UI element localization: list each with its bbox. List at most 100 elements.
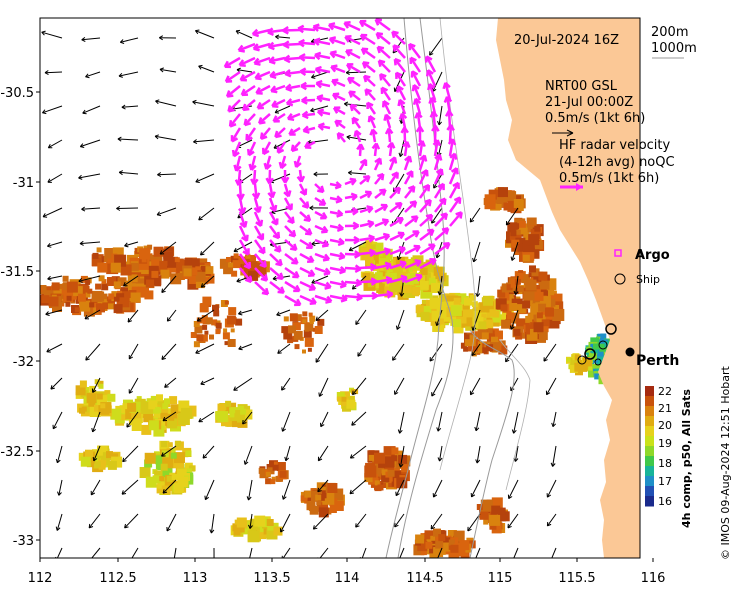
sst-pixel	[98, 256, 105, 263]
sst-pixel	[116, 293, 125, 302]
sst-pixel	[472, 317, 484, 329]
sst-pixel	[94, 461, 101, 468]
perth-marker	[625, 347, 635, 357]
sst-pixel	[480, 499, 493, 512]
current-arrow-head	[154, 134, 159, 140]
current-arrow-head	[394, 390, 399, 395]
radar-arrow	[284, 253, 299, 265]
sst-pixel	[362, 272, 371, 281]
sst-pixel	[213, 310, 220, 317]
current-arrow	[429, 37, 443, 56]
radar-arrow	[444, 82, 452, 101]
sst-pixel	[588, 368, 597, 378]
radar-arrow-head	[414, 111, 423, 119]
sst-pixel	[509, 232, 518, 241]
current-arrow	[118, 71, 139, 77]
current-arrow	[510, 309, 519, 330]
x-tick: 113.5	[253, 558, 291, 586]
sst-pixel	[205, 266, 214, 275]
current-arrow-head	[310, 107, 315, 113]
sst-pixel	[525, 279, 537, 291]
current-arrow	[195, 343, 215, 354]
x-tick: 113	[183, 558, 208, 586]
sst-pixel	[106, 451, 113, 459]
radar-arrow-head	[353, 129, 362, 138]
current-arrow-head	[277, 349, 282, 354]
sst-pixel	[538, 303, 547, 312]
radar-arrow	[418, 140, 424, 157]
sst-pixel	[584, 358, 593, 367]
sst-pixel	[195, 279, 205, 289]
current-arrow	[193, 139, 215, 143]
sst-pixel	[120, 264, 132, 276]
sst-pixel	[515, 229, 521, 235]
sst-pixel	[379, 263, 389, 274]
radar-arrow-head	[335, 195, 343, 204]
radar-arrow	[344, 266, 361, 271]
current-arrow	[433, 479, 443, 498]
radar-arrow-head	[331, 78, 339, 87]
sst-pixel	[600, 333, 607, 340]
current-arrow-head	[47, 243, 52, 248]
sst-pixel	[373, 283, 379, 289]
radar-arrow-head	[258, 246, 266, 255]
radar-arrow	[267, 28, 286, 34]
radar-arrow	[448, 182, 460, 199]
sst-pixel	[110, 408, 122, 420]
current-arrow-head	[546, 521, 552, 527]
current-arrow-head	[238, 345, 243, 351]
radar-arrow-head	[340, 294, 348, 303]
radar-arrow-head	[429, 110, 439, 118]
radar-arrow	[389, 261, 407, 270]
sst-pixel	[481, 347, 488, 354]
sst-pixel	[534, 225, 541, 232]
current-arrow	[437, 547, 443, 558]
sst-pixel	[491, 497, 503, 509]
radar-arrow-head	[336, 132, 345, 140]
radar-arrow-head	[453, 196, 462, 204]
radar-arrow-head	[244, 275, 253, 284]
current-arrow-head	[45, 311, 50, 316]
current-arrow-head	[246, 496, 252, 501]
radar-arrow-head	[412, 230, 420, 238]
colorbar-tick: 16	[658, 495, 672, 508]
current-arrow	[56, 547, 63, 558]
sst-pixel	[433, 547, 444, 558]
current-arrow	[282, 479, 291, 500]
current-arrow-head	[198, 417, 203, 423]
radar-arrow	[254, 70, 271, 80]
current-arrow-head	[469, 390, 475, 396]
sst-pixel	[88, 399, 96, 407]
sst-pixel	[102, 302, 110, 310]
radar-arrow	[284, 56, 301, 61]
current-arrow-head	[315, 316, 321, 321]
svg-text:113: 113	[183, 571, 208, 586]
sst-pixel	[124, 280, 132, 288]
colorbar-tick: 22	[658, 385, 672, 398]
sst-pixel	[317, 493, 325, 501]
sst-pixel	[391, 455, 398, 462]
current-arrow	[45, 309, 63, 315]
radar-arrow-head	[402, 140, 411, 148]
radar-arrow-head	[306, 241, 314, 249]
current-arrow-head	[430, 524, 436, 530]
sst-pixel	[41, 295, 50, 304]
radar-arrow-head	[261, 287, 270, 296]
sst-pixel	[381, 469, 388, 476]
sst-pixel	[300, 495, 307, 502]
sst-pixel	[245, 253, 251, 259]
radar-arrow-head	[398, 245, 406, 254]
radar-arrow-head	[446, 124, 455, 131]
sst-pixel	[103, 256, 110, 263]
sst-pixel	[160, 269, 170, 279]
sst-pixel	[347, 395, 355, 403]
sst-pixel	[98, 462, 106, 470]
radar-arrow-head	[409, 56, 417, 64]
radar-arrow-head	[396, 85, 404, 93]
current-arrow-head	[281, 427, 286, 432]
current-arrow-head	[128, 389, 133, 394]
radar-arrow	[257, 98, 271, 110]
radar-arrow-head	[368, 248, 376, 258]
colorbar-tick: 18	[658, 457, 672, 470]
current-arrow	[248, 479, 253, 501]
